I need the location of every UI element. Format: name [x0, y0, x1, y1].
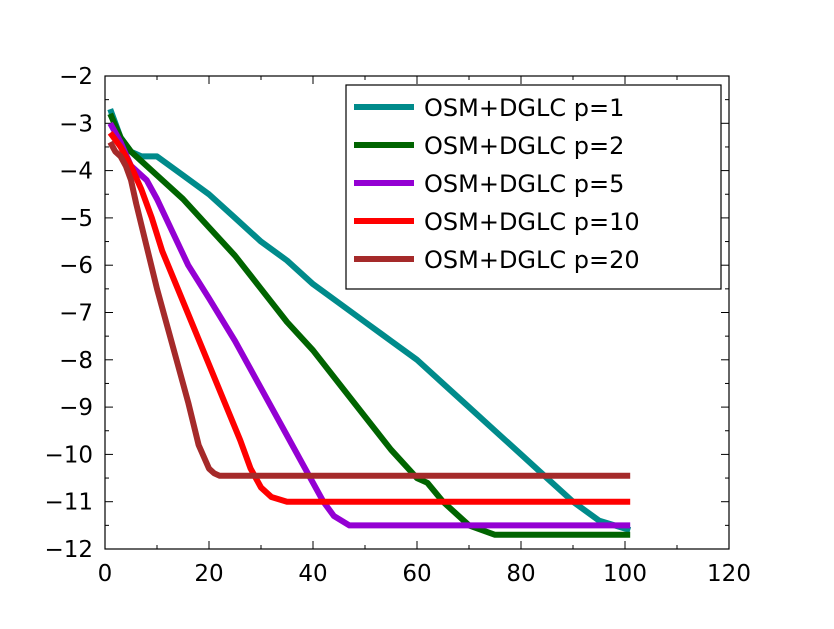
x-tick-label: 0: [98, 561, 113, 587]
series-line-1: [107, 108, 632, 533]
y-tick-label: −9: [59, 395, 93, 421]
legend-label-3: OSM+DGLC p=5: [424, 170, 624, 198]
x-tick-label: 120: [707, 561, 751, 587]
series-lines: [107, 108, 632, 538]
legend-label-2: OSM+DGLC p=2: [424, 132, 624, 160]
series-line-2: [107, 112, 631, 538]
x-tick-label: 40: [298, 561, 327, 587]
series-line-3: [107, 121, 631, 529]
legend: OSM+DGLC p=1 OSM+DGLC p=2 OSM+DGLC p=5 OSM+…: [345, 84, 722, 290]
series-line-4: [107, 131, 631, 505]
y-tick-label: −5: [59, 206, 93, 232]
legend-label-1: OSM+DGLC p=1: [424, 94, 624, 122]
legend-box: [345, 84, 722, 290]
y-tick-label: −10: [44, 442, 93, 468]
x-tick-label: 20: [194, 561, 223, 587]
x-tick-label: 80: [506, 561, 535, 587]
y-tick-label: −6: [59, 253, 93, 279]
y-tick-label: −12: [44, 537, 93, 563]
axis-ticks: 0 20 40 60 80 100 120 −12 −11 −10 −9 −8 −7 −6 −5 −4 −3 −2: [44, 64, 751, 587]
x-tick-label: 100: [603, 561, 647, 587]
y-tick-label: −3: [59, 111, 93, 137]
y-tick-label: −8: [59, 348, 93, 374]
x-tick-label: 60: [402, 561, 431, 587]
y-tick-label: −4: [59, 159, 93, 185]
y-tick-label: −7: [59, 301, 93, 327]
y-tick-label: −2: [59, 64, 93, 90]
legend-label-5: OSM+DGLC p=20: [424, 246, 640, 274]
series-line-5: [107, 140, 631, 479]
y-tick-label: −11: [44, 490, 93, 516]
legend-label-4: OSM+DGLC p=10: [424, 208, 640, 236]
